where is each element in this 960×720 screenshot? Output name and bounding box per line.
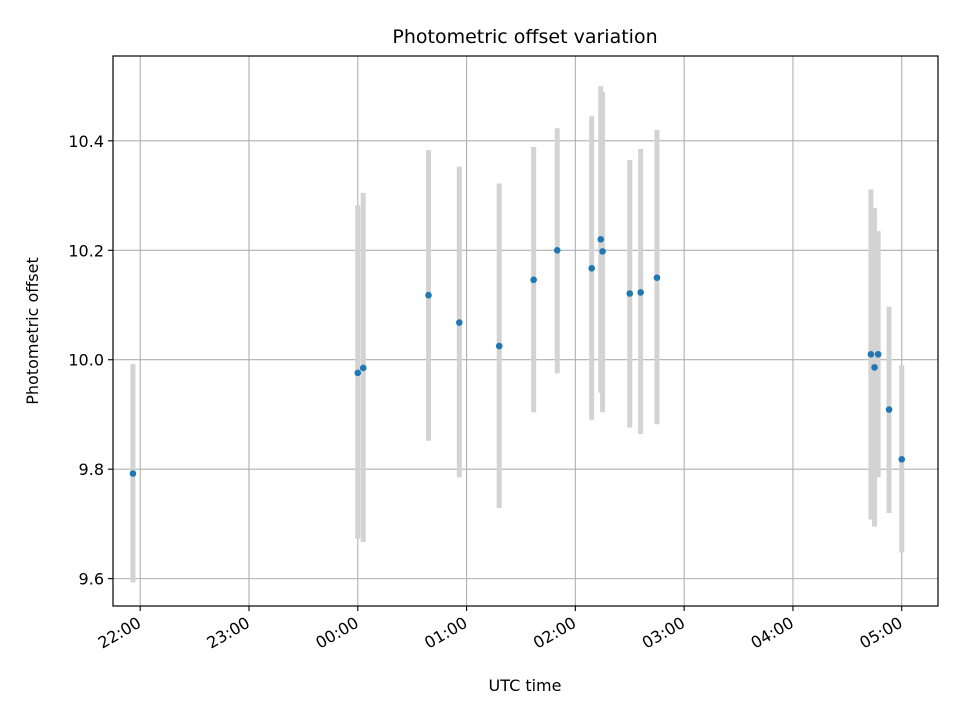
data-point (425, 291, 432, 299)
data-point (626, 290, 634, 297)
data-point (885, 406, 893, 413)
data-point (588, 265, 595, 272)
plot-frame (112, 55, 939, 607)
x-axis-label: UTC time (489, 676, 562, 695)
y-axis-ticks: 9.6 9.8 10.0 10.2 10.4 (68, 132, 113, 589)
data-point (495, 342, 503, 350)
data-point (867, 350, 875, 358)
data-point (359, 364, 367, 372)
data-points (129, 236, 906, 477)
data-point (874, 350, 882, 358)
chart-title: Photometric offset variation (392, 26, 657, 48)
data-point (637, 289, 644, 296)
data-point (653, 274, 661, 281)
grid-lines (113, 56, 938, 606)
data-point (129, 470, 137, 477)
data-point (553, 246, 561, 254)
y-tick-label: 10.2 (68, 241, 104, 260)
data-point (530, 276, 537, 284)
data-point (599, 248, 606, 255)
data-point (871, 364, 878, 371)
data-point (456, 319, 463, 326)
y-tick-label: 10.0 (68, 351, 104, 370)
data-point (597, 236, 605, 243)
y-tick-label: 10.4 (68, 132, 104, 151)
plot-area (113, 56, 938, 606)
data-point (354, 369, 362, 377)
y-axis-label: Photometric offset (23, 257, 42, 405)
data-point (898, 456, 906, 463)
y-tick-label: 9.8 (79, 460, 104, 479)
y-tick-label: 9.6 (79, 570, 104, 589)
